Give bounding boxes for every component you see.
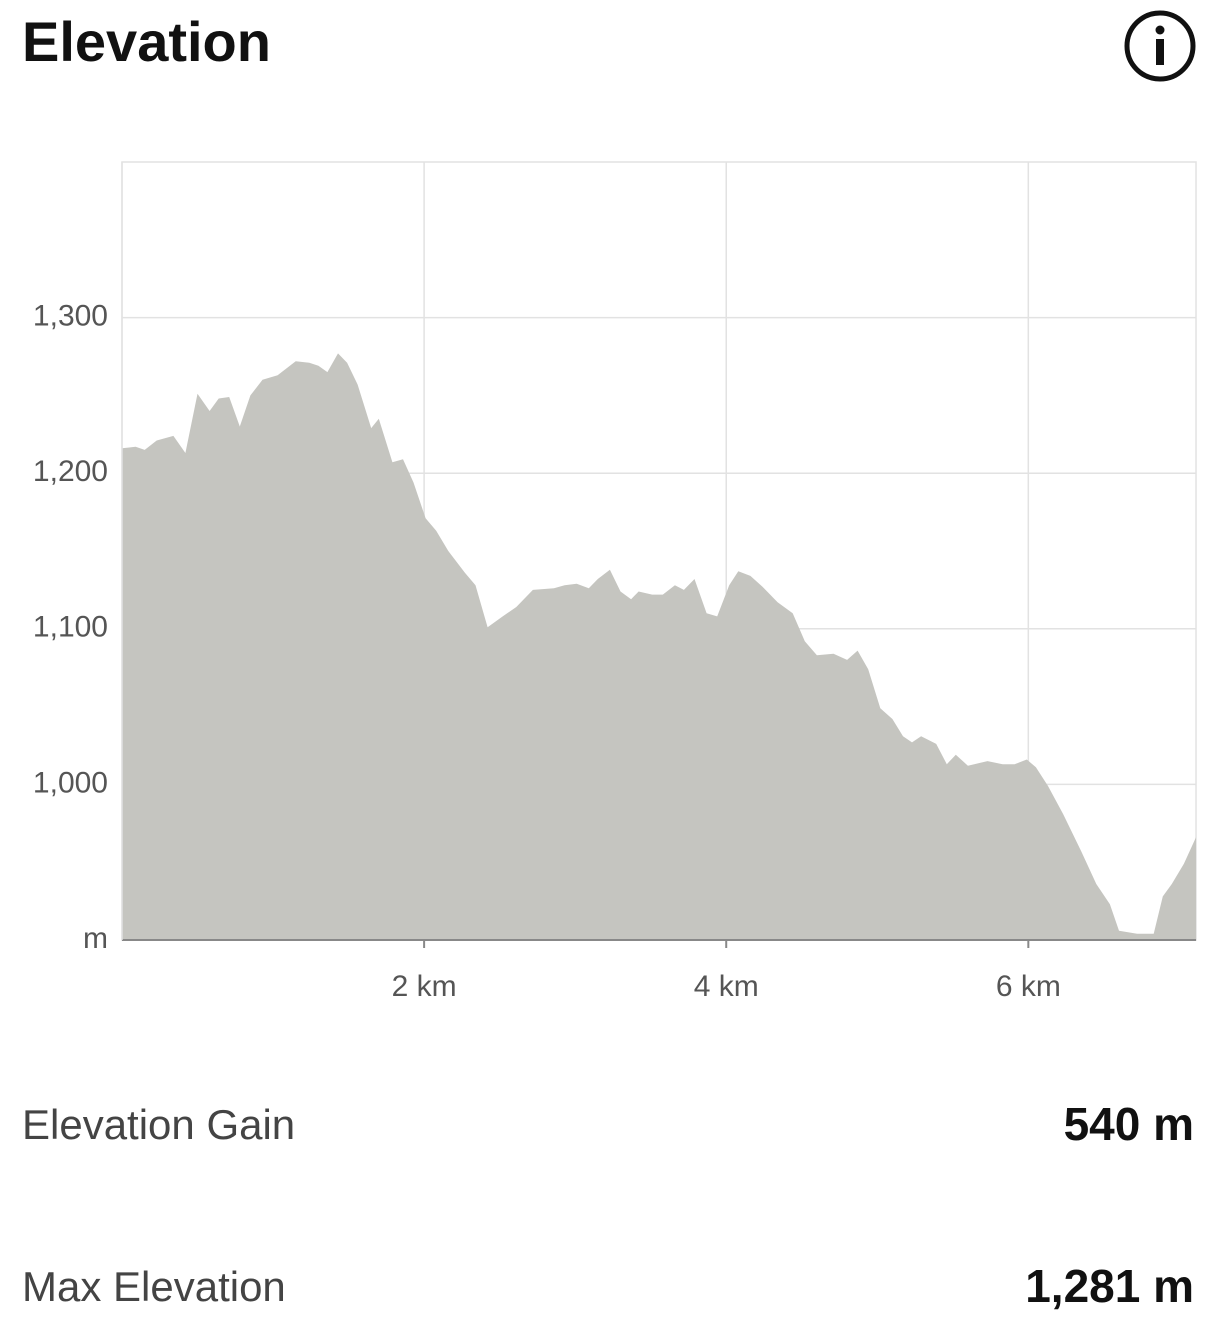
info-stem: [1156, 39, 1164, 65]
info-button[interactable]: [1124, 10, 1196, 82]
stat-label: Max Elevation: [22, 1263, 286, 1310]
y-tick-label: 1,200: [33, 455, 108, 488]
y-tick-label: 1,300: [33, 300, 108, 333]
x-tick-label: 2 km: [392, 970, 457, 1003]
stat-value: 540 m: [1064, 1098, 1194, 1150]
y-tick-label: 1,100: [33, 611, 108, 644]
info-icon[interactable]: [1124, 10, 1196, 82]
y-tick-label: 1,000: [33, 766, 108, 799]
x-tick-label: 6 km: [996, 970, 1061, 1003]
info-dot: [1155, 25, 1165, 35]
y-tick-label: m: [83, 922, 108, 955]
plot: m 1,000 1,100 1,200 1,300 2 km 4 km 6 km: [33, 162, 1196, 1003]
elevation-area: [122, 353, 1196, 940]
stat-label: Elevation Gain: [22, 1101, 295, 1148]
title: Elevation: [22, 10, 271, 73]
x-tick-label: 4 km: [694, 970, 759, 1003]
stat-value: 1,281 m: [1025, 1260, 1194, 1312]
